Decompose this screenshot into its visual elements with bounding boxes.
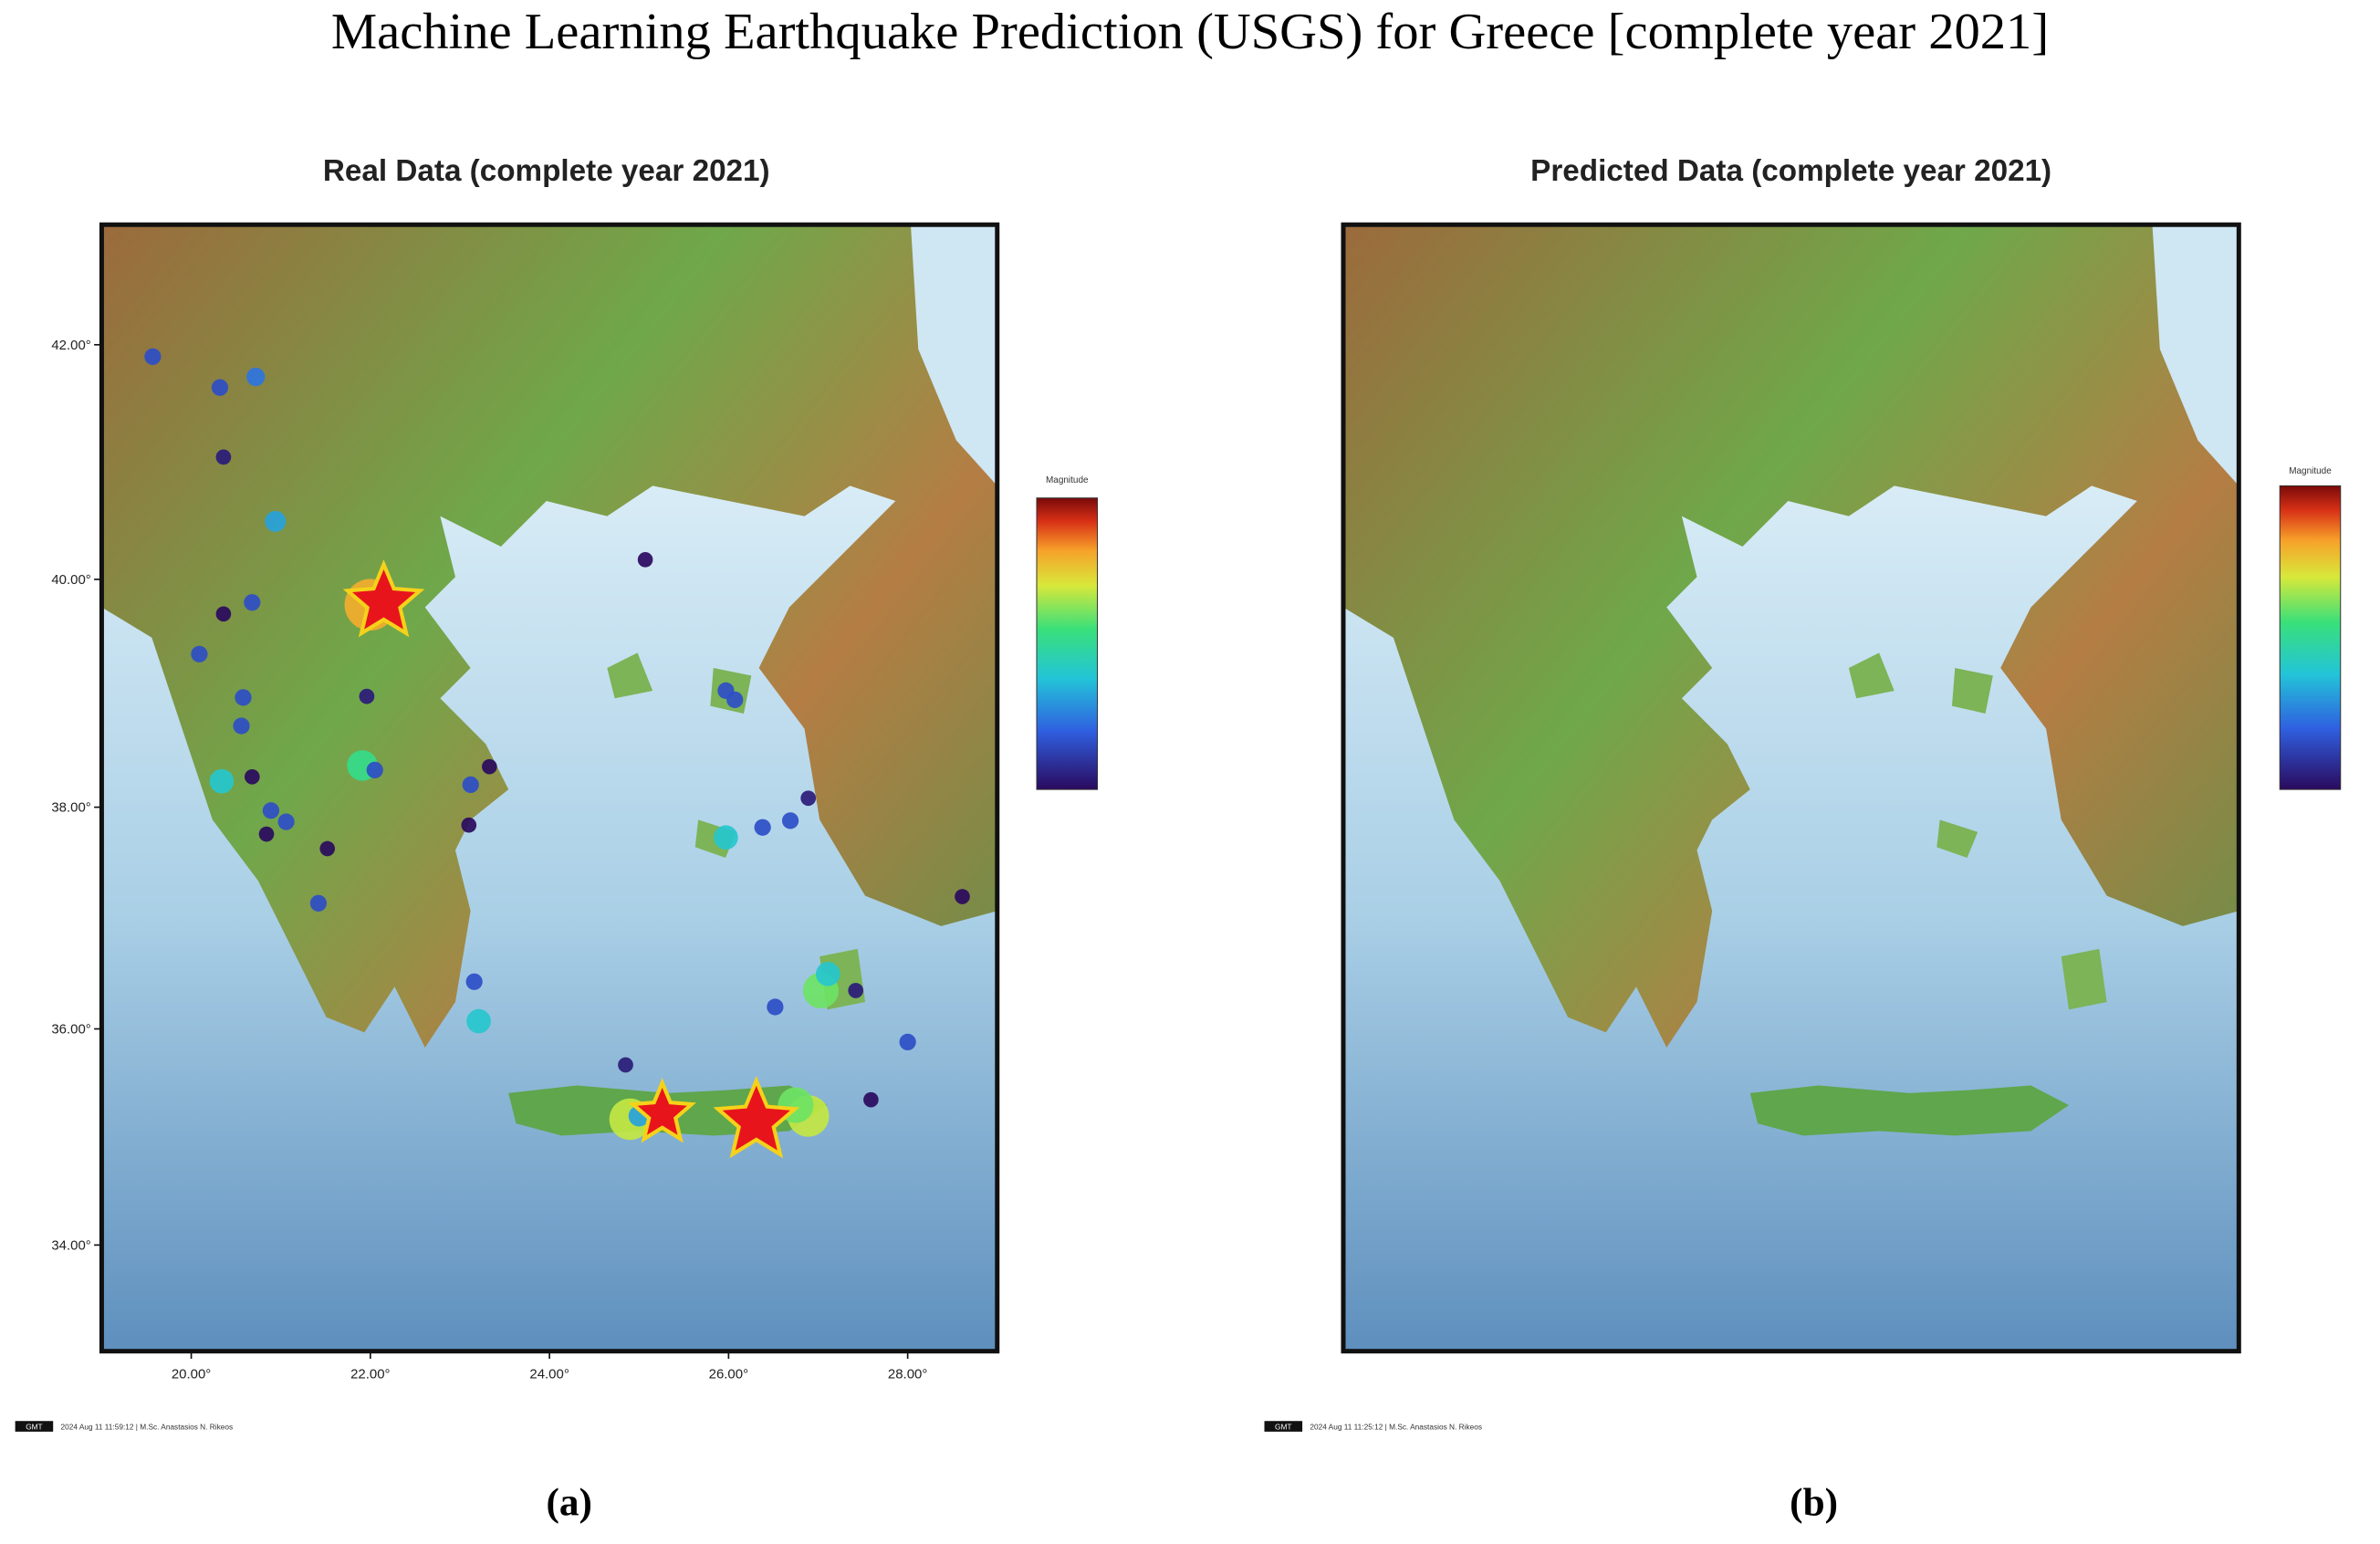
earthquake <box>265 510 287 532</box>
earthquake <box>466 1008 491 1034</box>
y-tick-label: 42.00° <box>51 338 90 353</box>
colorbar-label: Magnitude <box>2289 466 2332 476</box>
earthquake <box>319 840 336 857</box>
earthquake <box>235 689 252 706</box>
x-tick-label: 28.00° <box>888 1367 927 1382</box>
earthquake <box>144 348 162 365</box>
figure-title: Machine Learning Earthquake Prediction (… <box>331 4 2049 60</box>
panel-b: Magnitude GMT 2024 Aug 11 11:25:12 | M.S… <box>1264 154 2342 1524</box>
earthquake <box>848 983 864 998</box>
y-tick-label: 36.00° <box>51 1022 90 1038</box>
basemap <box>101 224 997 1351</box>
colorbar <box>2279 485 2342 790</box>
footer: 2024 Aug 11 11:59:12 | M.Sc. Anastasios … <box>61 1422 234 1431</box>
earthquake <box>754 819 771 836</box>
caption: (b) <box>1790 1480 1838 1524</box>
x-tick-label: 22.00° <box>350 1367 390 1382</box>
x-tick-label: 20.00° <box>172 1367 211 1382</box>
gmt-logo-box <box>1264 1421 1303 1432</box>
earthquake <box>215 449 232 465</box>
earthquake <box>899 1033 916 1051</box>
caption: (a) <box>547 1480 592 1524</box>
panel-title: Predicted Data (complete year 2021) <box>1530 154 2051 188</box>
earthquake <box>233 717 250 735</box>
major-earthquake <box>628 1078 697 1143</box>
gmt-logo-box <box>15 1421 54 1432</box>
gmt-logo: GMT <box>26 1422 42 1431</box>
earthquake <box>262 802 280 819</box>
colorbar <box>1036 497 1099 790</box>
earthquake <box>726 691 744 708</box>
x-tick-label: 24.00° <box>529 1367 569 1382</box>
x-tick-label: 26.00° <box>709 1367 748 1382</box>
earthquake <box>781 812 799 829</box>
earthquake <box>815 962 840 986</box>
major-earthquake <box>342 559 425 638</box>
earthquake <box>209 768 235 794</box>
earthquake <box>244 768 260 785</box>
earthquake <box>244 594 261 611</box>
earthquake <box>246 367 266 387</box>
earthquake <box>637 552 653 568</box>
earthquake <box>277 813 295 830</box>
earthquake <box>714 825 738 850</box>
earthquake <box>955 889 970 904</box>
earthquake <box>215 606 232 622</box>
earthquake <box>863 1091 879 1108</box>
earthquake <box>618 1057 633 1073</box>
colorbar-label: Magnitude <box>1046 475 1089 485</box>
earthquake <box>482 758 497 775</box>
basemap <box>1343 224 2239 1351</box>
earthquake <box>191 645 208 662</box>
footer: 2024 Aug 11 11:25:12 | M.Sc. Anastasios … <box>1310 1422 1482 1431</box>
earthquake <box>211 379 229 396</box>
earthquake <box>465 973 483 990</box>
earthquake <box>800 790 817 807</box>
map-frame <box>1341 222 2241 1354</box>
y-tick-label: 34.00° <box>51 1237 90 1253</box>
earthquake <box>462 776 479 794</box>
earthquake <box>258 826 275 842</box>
earthquake <box>461 817 477 833</box>
earthquake <box>359 688 375 704</box>
panel-a: Magnitude GMT 2024 Aug 11 11:59:12 | M.S… <box>15 154 1099 1524</box>
y-tick-label: 38.00° <box>51 800 90 816</box>
earthquake <box>309 894 328 912</box>
earthquake <box>366 761 383 778</box>
earthquake <box>767 998 784 1016</box>
gmt-logo: GMT <box>1275 1422 1291 1431</box>
major-earthquake <box>713 1076 800 1159</box>
panel-title: Real Data (complete year 2021)20.00°22.0… <box>323 154 770 188</box>
y-tick-label: 40.00° <box>51 572 90 588</box>
